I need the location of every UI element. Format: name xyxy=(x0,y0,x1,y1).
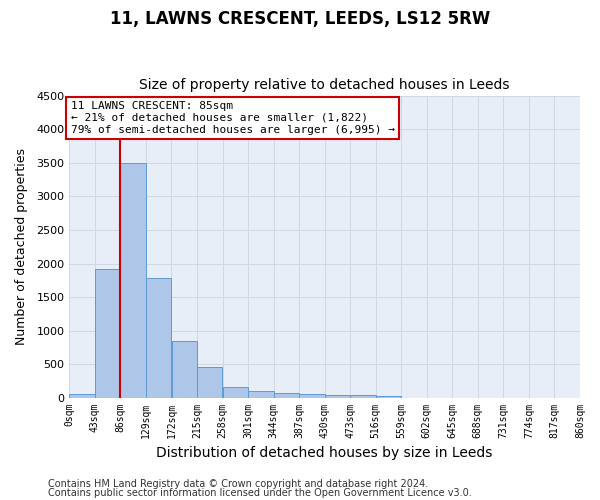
Bar xyxy=(172,342,197,398)
Bar xyxy=(70,394,95,398)
Bar xyxy=(223,387,248,398)
Bar xyxy=(325,394,350,398)
Bar xyxy=(248,391,274,398)
Bar xyxy=(95,269,120,398)
Y-axis label: Number of detached properties: Number of detached properties xyxy=(15,148,28,346)
X-axis label: Distribution of detached houses by size in Leeds: Distribution of detached houses by size … xyxy=(157,446,493,460)
Text: Contains public sector information licensed under the Open Government Licence v3: Contains public sector information licen… xyxy=(48,488,472,498)
Bar xyxy=(376,396,401,398)
Bar xyxy=(121,163,146,398)
Bar xyxy=(197,366,223,398)
Text: 11, LAWNS CRESCENT, LEEDS, LS12 5RW: 11, LAWNS CRESCENT, LEEDS, LS12 5RW xyxy=(110,10,490,28)
Bar xyxy=(274,392,299,398)
Title: Size of property relative to detached houses in Leeds: Size of property relative to detached ho… xyxy=(139,78,510,92)
Bar xyxy=(350,395,376,398)
Bar xyxy=(299,394,325,398)
Text: 11 LAWNS CRESCENT: 85sqm
← 21% of detached houses are smaller (1,822)
79% of sem: 11 LAWNS CRESCENT: 85sqm ← 21% of detach… xyxy=(71,102,395,134)
Text: Contains HM Land Registry data © Crown copyright and database right 2024.: Contains HM Land Registry data © Crown c… xyxy=(48,479,428,489)
Bar xyxy=(146,278,172,398)
